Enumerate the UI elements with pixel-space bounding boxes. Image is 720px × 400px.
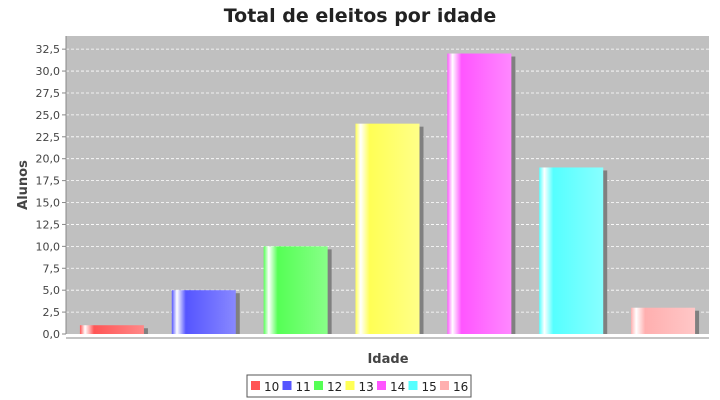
bar-14 [447,53,512,334]
legend-swatch [408,381,418,390]
y-tick-label: 5,0 [43,284,61,297]
bar-15 [539,167,604,334]
legend-swatch [345,381,355,390]
y-tick-label: 22,5 [36,131,61,144]
y-axis-ticks: 0,0 2,5 5,0 7,5 10,0 12,5 15,0 17,5 20,0 22,5 25,0… [36,43,66,341]
y-tick-label: 17,5 [36,175,61,188]
legend-swatch [251,381,260,390]
bar-11 [171,290,236,334]
legend-item-13: 13 [359,380,374,394]
legend-item-11: 11 [296,380,311,394]
chart-title: Total de eleitos por idade [224,5,497,27]
legend-swatch [440,381,449,390]
x-axis-label: Idade [367,352,408,367]
legend-swatch [282,381,292,390]
y-axis-label: Alunos [16,160,31,210]
legend-box [246,374,472,398]
y-tick-label: 20,0 [36,153,61,166]
y-tick-label: 0,0 [43,328,61,341]
bar-16 [631,307,696,334]
y-tick-label: 30,0 [36,65,61,78]
legend-swatch [314,381,323,390]
y-tick-label: 7,5 [43,262,61,275]
y-tick-label: 2,5 [43,306,61,319]
legend-item-15: 15 [422,380,437,394]
legend-item-12: 12 [327,380,342,394]
legend-swatch [377,381,386,390]
legend-item-14: 14 [390,380,405,394]
bar-10 [79,325,144,334]
bar-13 [355,123,420,334]
y-tick-label: 27,5 [36,87,61,100]
y-tick-label: 12,5 [36,218,61,231]
y-tick-label: 10,0 [36,240,61,253]
bar-12 [263,246,328,334]
legend-item-10: 10 [264,380,279,394]
y-tick-label: 15,0 [36,197,61,210]
y-tick-label: 25,0 [36,109,61,122]
y-tick-label: 32,5 [36,43,61,56]
legend-item-16: 16 [453,380,468,394]
bars [79,53,700,334]
legend: 10 11 12 13 14 15 16 [251,380,468,394]
